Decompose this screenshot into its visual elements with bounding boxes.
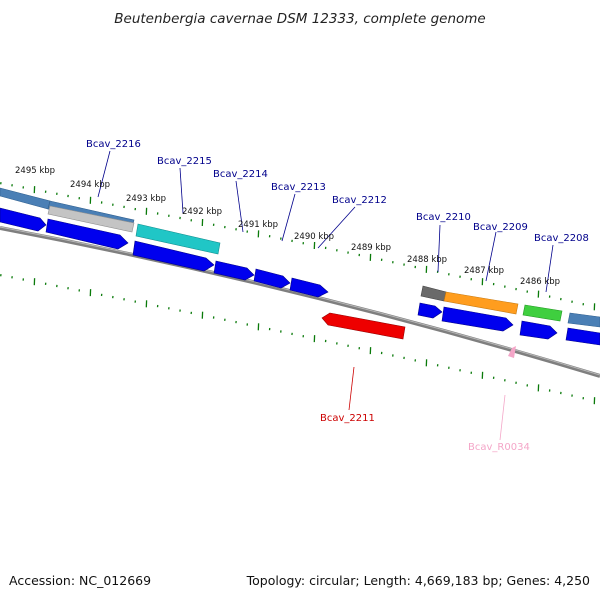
- gene-label-bcav-2210: Bcav_2210: [416, 212, 471, 223]
- gene-label-bcav-2212: Bcav_2212: [332, 195, 387, 206]
- gene-label-bcav-2211: Bcav_2211: [320, 413, 375, 424]
- genome-summary-text: Topology: circular; Length: 4,669,183 bp…: [246, 573, 590, 588]
- cds-arrow: [441, 306, 514, 332]
- ruler-label: 2492 kbp: [182, 207, 222, 217]
- ruler-label: 2489 kbp: [351, 243, 391, 253]
- gene-label-bcav-2214: Bcav_2214: [213, 169, 268, 180]
- ruler-label: 2490 kbp: [294, 232, 334, 242]
- ruler-label: 2487 kbp: [464, 266, 504, 276]
- ruler-labels: 2495 kbp 2494 kbp 2493 kbp 2492 kbp 2491…: [15, 166, 560, 287]
- leader-bcav-2213: [281, 193, 296, 242]
- leader-bcav-2208: [545, 244, 554, 293]
- gene-label-bcav-2213: Bcav_2213: [271, 182, 326, 193]
- genome-backbone: [0, 226, 600, 378]
- leader-bcav-2215: [179, 167, 184, 214]
- feature-gray: [47, 205, 135, 233]
- ruler-label: 2493 kbp: [126, 194, 166, 204]
- trna-marker: [508, 346, 516, 358]
- ruler-label: 2486 kbp: [520, 277, 560, 287]
- label-leaders: [97, 150, 554, 441]
- cds-arrow: [417, 302, 443, 319]
- ruler-label: 2491 kbp: [238, 220, 278, 230]
- gene-labels: Bcav_2216 Bcav_2215 Bcav_2214 Bcav_2213 …: [86, 139, 589, 453]
- leader-bcav-2209: [485, 231, 497, 282]
- cds-arrow: [0, 207, 47, 232]
- feature-green: [522, 304, 563, 322]
- cds-arrow: [253, 268, 291, 289]
- gene-label-bcav-2208: Bcav_2208: [534, 233, 589, 244]
- cds-arrow: [213, 260, 255, 281]
- inner-ruler-ticks: [0, 274, 596, 405]
- cds-track: [0, 207, 600, 346]
- cds-arrow: [289, 277, 329, 298]
- gene-label-bcav-2215: Bcav_2215: [157, 156, 212, 167]
- leader-bcav-2211: [348, 366, 355, 411]
- leader-bcav-2216: [97, 150, 111, 198]
- feature-orange: [443, 291, 519, 315]
- cds-arrow: [565, 327, 600, 346]
- leader-bcav-2212: [317, 206, 356, 249]
- ruler-label: 2494 kbp: [70, 180, 110, 190]
- gene-label-bcav-2209: Bcav_2209: [473, 222, 528, 233]
- leader-bcav-2214: [235, 180, 244, 233]
- leader-bcav-2210: [437, 224, 441, 273]
- ruler-label: 2495 kbp: [15, 166, 55, 176]
- ruler-label: 2488 kbp: [407, 255, 447, 265]
- feature-cyan: [135, 223, 221, 255]
- leader-bcav-r0034: [499, 394, 506, 441]
- map-title: Beutenbergia cavernae DSM 12333, complet…: [114, 11, 485, 27]
- cds-arrow: [519, 320, 558, 340]
- cds-arrow: [45, 218, 129, 250]
- gene-bcav-2211: [321, 312, 406, 340]
- cds-arrow: [132, 240, 215, 272]
- feature-dark-gray: [420, 285, 447, 302]
- gene-label-bcav-2216: Bcav_2216: [86, 139, 141, 150]
- feature-steel-blue: [567, 312, 600, 328]
- accession-text: Accession: NC_012669: [9, 573, 151, 588]
- gene-label-bcav-r0034: Bcav_R0034: [468, 442, 530, 453]
- feature-band: [0, 187, 600, 328]
- feature-blue: [0, 187, 51, 210]
- outer-ruler-ticks: [0, 182, 596, 311]
